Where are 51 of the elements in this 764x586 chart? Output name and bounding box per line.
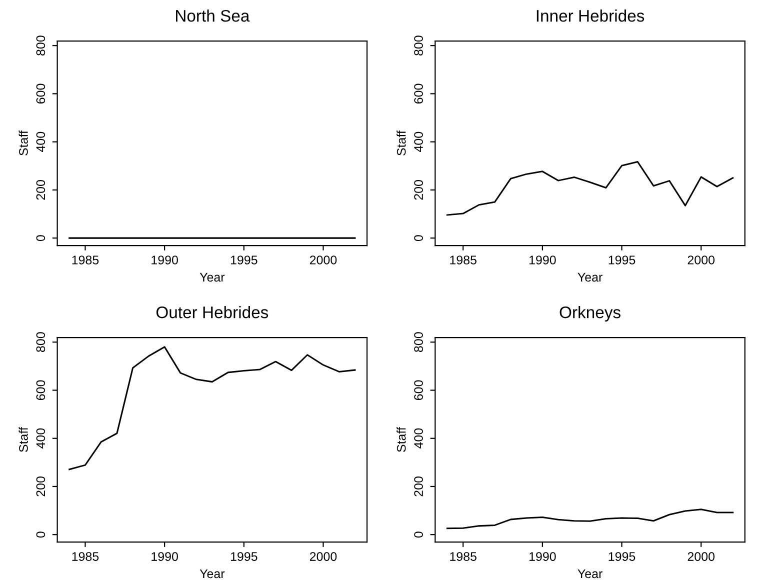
chart-title: Inner Hebrides — [536, 9, 644, 22]
y-tick-label: 600 — [414, 84, 423, 104]
chart-title: North Sea — [176, 9, 250, 22]
x-tick-label: 2000 — [310, 552, 337, 561]
y-axis-title: Staff — [18, 427, 28, 452]
y-tick-label: 800 — [36, 36, 46, 56]
x-tick-label: 2000 — [310, 256, 337, 264]
chart-title: Orkneys — [560, 306, 620, 322]
x-axis-title: Year — [578, 272, 602, 282]
x-tick-label: 2000 — [688, 256, 715, 264]
x-tick-label: 1985 — [450, 256, 476, 264]
y-tick-label: 200 — [36, 180, 46, 200]
y-tick-label: 200 — [414, 476, 423, 496]
y-tick-label: 600 — [36, 84, 46, 104]
y-tick-label: 0 — [414, 235, 423, 242]
x-tick-label: 1990 — [152, 552, 178, 561]
y-tick-label: 0 — [414, 532, 423, 538]
y-axis-title: Staff — [396, 427, 406, 452]
x-tick-label: 1995 — [608, 256, 636, 264]
y-tick-label: 800 — [414, 36, 423, 56]
y-tick-label: 400 — [414, 428, 423, 448]
y-axis-title: Staff — [18, 130, 28, 156]
x-tick-label: 1990 — [529, 552, 556, 561]
y-tick-label: 600 — [36, 380, 46, 400]
x-tick-label: 1990 — [529, 256, 556, 264]
chart-title: Outer Hebrides — [156, 306, 268, 318]
y-tick-label: 200 — [414, 180, 423, 200]
line-series — [446, 161, 734, 216]
x-tick-label: 1995 — [230, 256, 258, 264]
x-tick-label: 1995 — [608, 552, 636, 561]
line-series — [68, 346, 356, 470]
x-axis-title: Year — [200, 272, 225, 282]
x-tick-label: 1985 — [72, 256, 99, 264]
x-tick-label: 1990 — [152, 256, 178, 264]
line-series — [446, 508, 734, 530]
y-tick-label: 400 — [36, 132, 46, 152]
y-tick-label: 600 — [414, 380, 423, 400]
y-tick-label: 800 — [414, 332, 423, 352]
x-axis-title: Year — [578, 569, 602, 578]
y-tick-label: 400 — [414, 132, 423, 152]
y-axis-title: Staff — [396, 130, 406, 156]
x-tick-label: 1985 — [72, 552, 99, 561]
y-tick-label: 400 — [36, 428, 46, 448]
x-tick-label: 1985 — [450, 552, 476, 561]
x-tick-label: 2000 — [688, 552, 715, 561]
y-tick-label: 0 — [36, 235, 46, 242]
x-tick-label: 1995 — [230, 552, 258, 561]
x-axis-title: Year — [200, 569, 225, 578]
y-tick-label: 800 — [36, 332, 46, 352]
y-tick-label: 200 — [36, 476, 46, 496]
y-tick-label: 0 — [36, 532, 46, 538]
